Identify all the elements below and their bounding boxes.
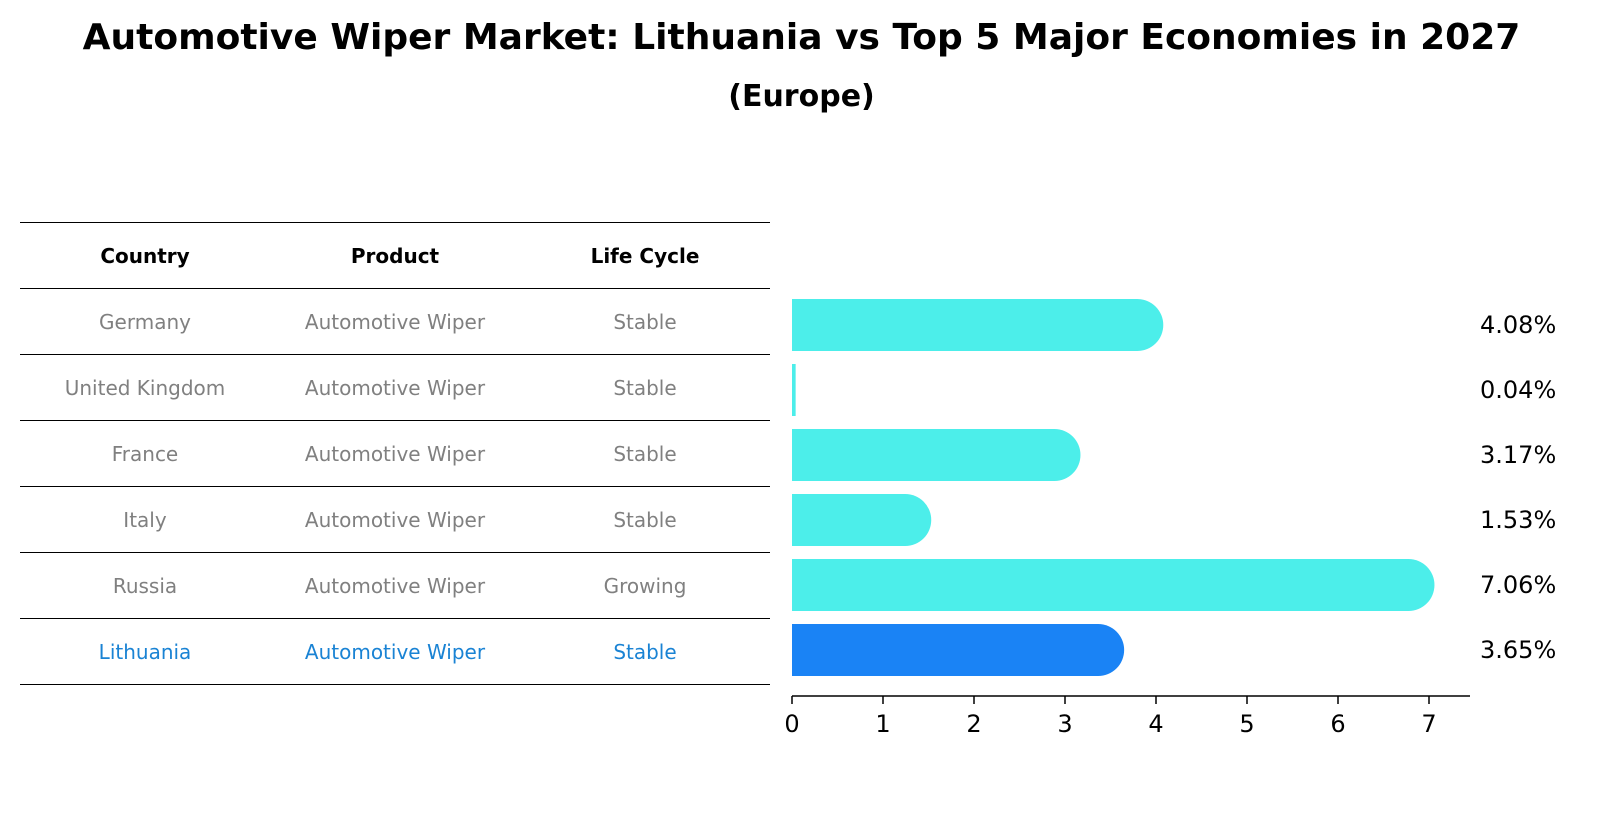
- x-tick-label: 2: [966, 710, 981, 738]
- cell-country: France: [20, 420, 270, 487]
- value-label: 3.17%: [1480, 441, 1556, 469]
- header-life-cycle: Life Cycle: [520, 222, 770, 289]
- value-label: 1.53%: [1480, 506, 1556, 534]
- cell-life-cycle: Growing: [520, 552, 770, 619]
- bar: [792, 364, 796, 416]
- cell-product: Automotive Wiper: [270, 288, 520, 355]
- x-tick-label: 1: [875, 710, 890, 738]
- bar: [792, 299, 1164, 351]
- table-row: Russia Automotive Wiper Growing: [20, 552, 770, 619]
- bar: [792, 494, 932, 546]
- header-country: Country: [20, 222, 270, 289]
- cell-product: Automotive Wiper: [270, 420, 520, 487]
- cell-product: Automotive Wiper: [270, 552, 520, 619]
- table-row: Germany Automotive Wiper Stable: [20, 288, 770, 355]
- x-tick-label: 3: [1057, 710, 1072, 738]
- cell-product: Automotive Wiper: [270, 618, 520, 685]
- data-table-container: Country Product Life Cycle Germany Autom…: [20, 222, 770, 685]
- table-header-row: Country Product Life Cycle: [20, 222, 770, 289]
- chart-subtitle: (Europe): [728, 79, 875, 114]
- value-label: 4.08%: [1480, 311, 1556, 339]
- table-row: United Kingdom Automotive Wiper Stable: [20, 354, 770, 421]
- cell-life-cycle: Stable: [520, 486, 770, 553]
- table-row: Italy Automotive Wiper Stable: [20, 486, 770, 553]
- x-tick-label: 7: [1421, 710, 1436, 738]
- cell-country: Lithuania: [20, 618, 270, 685]
- cell-life-cycle: Stable: [520, 420, 770, 487]
- cell-life-cycle: Stable: [520, 354, 770, 421]
- chart-title: Automotive Wiper Market: Lithuania vs To…: [82, 17, 1521, 58]
- x-tick-label: 4: [1148, 710, 1163, 738]
- cell-country: Italy: [20, 486, 270, 553]
- bar-highlighted: [792, 624, 1125, 676]
- bar: [792, 559, 1435, 611]
- table-row-highlighted: Lithuania Automotive Wiper Stable: [20, 618, 770, 685]
- cell-product: Automotive Wiper: [270, 354, 520, 421]
- x-tick-label: 5: [1239, 710, 1254, 738]
- cell-country: Germany: [20, 288, 270, 355]
- x-tick-label: 6: [1330, 710, 1345, 738]
- cell-country: United Kingdom: [20, 354, 270, 421]
- data-table: Country Product Life Cycle Germany Autom…: [20, 222, 770, 685]
- value-label: 7.06%: [1480, 571, 1556, 599]
- cell-country: Russia: [20, 552, 270, 619]
- header-product: Product: [270, 222, 520, 289]
- value-label: 3.65%: [1480, 636, 1556, 664]
- cell-life-cycle: Stable: [520, 618, 770, 685]
- cell-life-cycle: Stable: [520, 288, 770, 355]
- bar: [792, 429, 1081, 481]
- table-row: France Automotive Wiper Stable: [20, 420, 770, 487]
- cell-product: Automotive Wiper: [270, 486, 520, 553]
- value-label: 0.04%: [1480, 376, 1556, 404]
- x-tick-label: 0: [784, 710, 799, 738]
